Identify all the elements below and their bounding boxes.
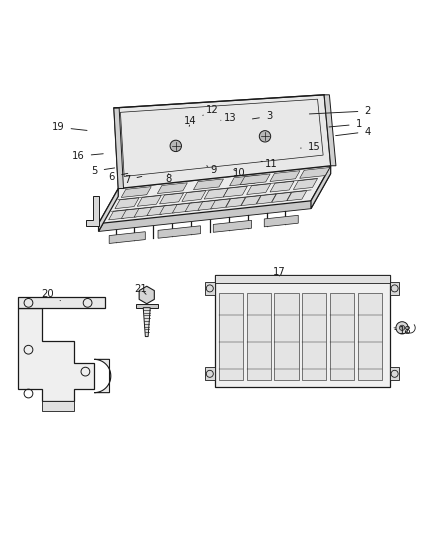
Text: 16: 16: [71, 151, 103, 161]
Text: 12: 12: [203, 104, 219, 115]
Polygon shape: [240, 174, 270, 184]
Polygon shape: [204, 188, 228, 199]
Text: 9: 9: [207, 165, 217, 175]
Polygon shape: [198, 200, 217, 211]
Polygon shape: [18, 308, 94, 401]
Bar: [205, 282, 215, 295]
Polygon shape: [287, 191, 307, 201]
Polygon shape: [182, 191, 206, 201]
Text: 11: 11: [261, 159, 278, 169]
Polygon shape: [158, 226, 201, 238]
Polygon shape: [121, 187, 151, 197]
Polygon shape: [270, 181, 294, 192]
Text: 14: 14: [184, 116, 197, 126]
Polygon shape: [223, 186, 247, 197]
Polygon shape: [293, 179, 318, 190]
Polygon shape: [159, 193, 184, 204]
Polygon shape: [159, 204, 179, 214]
Text: 10: 10: [233, 168, 246, 178]
Text: 17: 17: [273, 266, 286, 277]
Polygon shape: [18, 297, 105, 308]
Text: 5: 5: [91, 166, 115, 176]
Bar: [215, 275, 390, 387]
Polygon shape: [42, 401, 74, 411]
Polygon shape: [211, 199, 230, 209]
Text: 3: 3: [252, 111, 272, 122]
Polygon shape: [147, 206, 166, 216]
Polygon shape: [121, 208, 141, 219]
Polygon shape: [94, 359, 111, 393]
Circle shape: [399, 325, 405, 330]
Text: 6: 6: [109, 172, 128, 182]
Polygon shape: [264, 215, 298, 227]
Polygon shape: [139, 286, 154, 304]
Polygon shape: [226, 197, 245, 207]
Polygon shape: [173, 203, 192, 213]
Polygon shape: [137, 196, 161, 206]
Bar: [205, 367, 215, 381]
Text: 18: 18: [395, 326, 411, 336]
Text: 19: 19: [51, 122, 87, 132]
Polygon shape: [114, 95, 331, 189]
Text: 2: 2: [309, 106, 371, 116]
Polygon shape: [115, 198, 139, 208]
Bar: [215, 275, 390, 283]
Bar: [390, 367, 399, 381]
Polygon shape: [86, 196, 99, 226]
Bar: [358, 293, 382, 381]
Polygon shape: [136, 304, 158, 308]
Bar: [219, 293, 243, 381]
Polygon shape: [134, 207, 154, 217]
Text: 4: 4: [336, 127, 371, 136]
Circle shape: [396, 322, 408, 334]
Bar: [302, 293, 326, 381]
Text: 20: 20: [41, 289, 60, 301]
Polygon shape: [324, 95, 336, 166]
Polygon shape: [109, 210, 128, 220]
Bar: [247, 293, 271, 381]
Text: 13: 13: [221, 112, 236, 123]
Polygon shape: [157, 183, 187, 193]
Polygon shape: [230, 175, 260, 186]
Circle shape: [259, 131, 271, 142]
Polygon shape: [99, 189, 118, 231]
Polygon shape: [257, 194, 276, 204]
Polygon shape: [185, 201, 205, 212]
Polygon shape: [241, 196, 261, 206]
Polygon shape: [247, 184, 271, 195]
Polygon shape: [270, 171, 300, 182]
Bar: [330, 293, 354, 381]
Polygon shape: [109, 232, 145, 244]
Text: 21: 21: [134, 284, 148, 294]
Circle shape: [170, 140, 181, 151]
Polygon shape: [272, 192, 291, 203]
Bar: [275, 293, 299, 381]
Text: 1: 1: [329, 119, 362, 129]
Polygon shape: [114, 108, 124, 189]
Polygon shape: [194, 179, 223, 190]
Polygon shape: [99, 166, 331, 223]
Text: 7: 7: [124, 175, 142, 185]
Polygon shape: [143, 308, 150, 336]
Polygon shape: [311, 166, 331, 209]
Text: 15: 15: [300, 142, 321, 152]
Polygon shape: [300, 167, 330, 179]
Text: 8: 8: [166, 174, 172, 184]
Polygon shape: [213, 220, 251, 232]
Polygon shape: [99, 174, 331, 231]
Bar: [390, 282, 399, 295]
